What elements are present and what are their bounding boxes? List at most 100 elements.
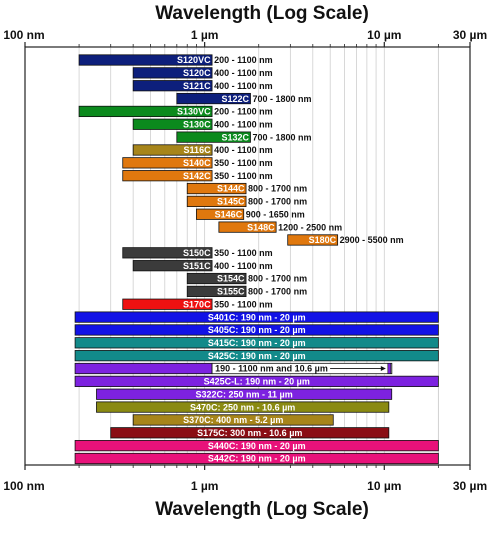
- bar-range-label: 2900 - 5500 nm: [340, 235, 404, 245]
- bar-range-label: 350 - 1100 nm: [214, 248, 273, 258]
- bar-name-label: S130VC: [177, 107, 211, 117]
- arrow-head: [380, 366, 386, 372]
- bar-name-label: S370C: 400 nm - 5.2 µm: [183, 415, 283, 425]
- bar-name-label: S140C: [183, 158, 211, 168]
- bar-range-label: 400 - 1100 nm: [214, 68, 273, 78]
- bar-range-label: 350 - 1100 nm: [214, 171, 273, 181]
- bar: [132, 414, 334, 426]
- bar-name-label: S442C: 190 nm - 20 µm: [208, 454, 306, 464]
- tick-label-bottom: 30 µm: [453, 479, 487, 493]
- bar: [96, 401, 390, 413]
- bar-range-label: 200 - 1100 nm: [214, 55, 273, 65]
- bar-range-label: 400 - 1100 nm: [214, 145, 273, 155]
- bar-range-label: 400 - 1100 nm: [214, 119, 273, 129]
- bar-name-label: S146C: [215, 209, 243, 219]
- bar: [74, 350, 439, 362]
- bar: [287, 234, 339, 246]
- bar-name-label: S120VC: [177, 55, 211, 65]
- bar: [78, 54, 213, 66]
- bar-name-label: S440C: 190 nm - 20 µm: [208, 441, 306, 451]
- tick-label-bottom: 10 µm: [367, 479, 401, 493]
- bar-range-label: 900 - 1650 nm: [246, 209, 305, 219]
- plot-frame: [24, 46, 471, 466]
- bar: [96, 388, 393, 400]
- bar-range-label: 350 - 1100 nm: [214, 158, 273, 168]
- bar: [122, 247, 213, 259]
- bar: [122, 157, 213, 169]
- axis-ticks: 100 nm 100 nm 1 µm 1 µm 10 µm 10 µm 30 µm 30 µm: [3, 28, 487, 493]
- bar: [196, 208, 245, 220]
- bar-range-label: 800 - 1700 nm: [248, 274, 307, 284]
- bar-range-label: 190 - 1100 nm and 10.6 µm: [215, 364, 328, 374]
- chart-title-top: Wavelength (Log Scale): [155, 3, 369, 24]
- bar: [176, 92, 251, 105]
- bar: [132, 80, 213, 92]
- bar-name-label: S145C: [217, 197, 245, 207]
- bar: [110, 427, 390, 439]
- bar-name-label: S175C: 300 nm - 10.6 µm: [197, 428, 302, 438]
- bar: [132, 118, 213, 130]
- bar: [186, 182, 247, 195]
- bar-range-label: 1200 - 2500 nm: [278, 222, 342, 232]
- bar-name-label: S425C: 190 nm - 20 µm: [208, 351, 306, 361]
- bar-range-label: 200 - 1100 nm: [214, 107, 273, 117]
- tick-label-top: 1 µm: [191, 28, 219, 42]
- tick-label-bottom: 100 nm: [3, 479, 44, 493]
- bar: [186, 272, 247, 285]
- bar-name-label: S122C: [221, 94, 249, 104]
- bar-name-label: S130C: [183, 119, 211, 129]
- bar-name-label: S155C: [217, 287, 245, 297]
- bar-range-label: 400 - 1100 nm: [214, 81, 273, 91]
- bar-name-label: S120C: [183, 68, 211, 78]
- tick-label-bottom: 1 µm: [191, 479, 219, 493]
- chart-title-bottom: Wavelength (Log Scale): [155, 499, 369, 520]
- tick-label-top: 100 nm: [3, 28, 44, 42]
- bar-name-label: S154C: [217, 274, 245, 284]
- bar-range-label: 400 - 1100 nm: [214, 261, 273, 271]
- bar-range-label: 800 - 1700 nm: [248, 197, 307, 207]
- bar: [122, 170, 213, 182]
- bar: [74, 375, 439, 387]
- bar: [74, 311, 439, 323]
- bar-name-label: S144C: [217, 184, 245, 194]
- bar: [78, 105, 213, 118]
- bar-range-label: 800 - 1700 nm: [248, 287, 307, 297]
- bar-range-label: 350 - 1100 nm: [214, 299, 273, 309]
- bar-extension: [211, 362, 393, 375]
- bar-range-label: 700 - 1800 nm: [253, 132, 312, 142]
- bar-name-label: S116C: [184, 145, 212, 155]
- bar: [74, 440, 439, 452]
- bar-name-label: S148C: [247, 222, 275, 232]
- bar-name-label: S425C-L: 190 nm - 20 µm: [204, 377, 310, 387]
- bar-range-label: 700 - 1800 nm: [253, 94, 312, 104]
- bar: [186, 195, 247, 208]
- bar: [132, 260, 213, 272]
- bar: [74, 337, 439, 349]
- bar-name-label: S322C: 250 nm - 11 µm: [195, 389, 292, 399]
- bar: [122, 298, 213, 310]
- bar-name-label: S170C: [183, 299, 211, 309]
- bar-name-label: S142C: [183, 171, 211, 181]
- bar: [186, 285, 247, 297]
- bar-name-label: S151C: [183, 261, 211, 271]
- bar: [176, 131, 251, 143]
- bar-name-label: S121C: [183, 81, 211, 91]
- bar-name-label: S150C: [183, 248, 211, 258]
- bar: [74, 452, 439, 465]
- bar: [132, 67, 213, 79]
- bar-name-label: S415C: 190 nm - 20 µm: [208, 338, 306, 348]
- bar: [218, 221, 277, 233]
- bar-range-label: 800 - 1700 nm: [248, 184, 307, 194]
- bar-name-label: S132C: [221, 132, 249, 142]
- tick-label-top: 10 µm: [367, 28, 401, 42]
- bar: [74, 362, 213, 375]
- bar-point-marker: [387, 363, 392, 375]
- tick-label-top: 30 µm: [453, 28, 487, 42]
- bar-name-label: S180C: [309, 235, 337, 245]
- bar-name-label: S470C: 250 nm - 10.6 µm: [190, 402, 295, 412]
- bar: [132, 144, 213, 156]
- bar-name-label: S405C: 190 nm - 20 µm: [208, 325, 306, 335]
- bar-name-label: S401C: 190 nm - 20 µm: [208, 312, 306, 322]
